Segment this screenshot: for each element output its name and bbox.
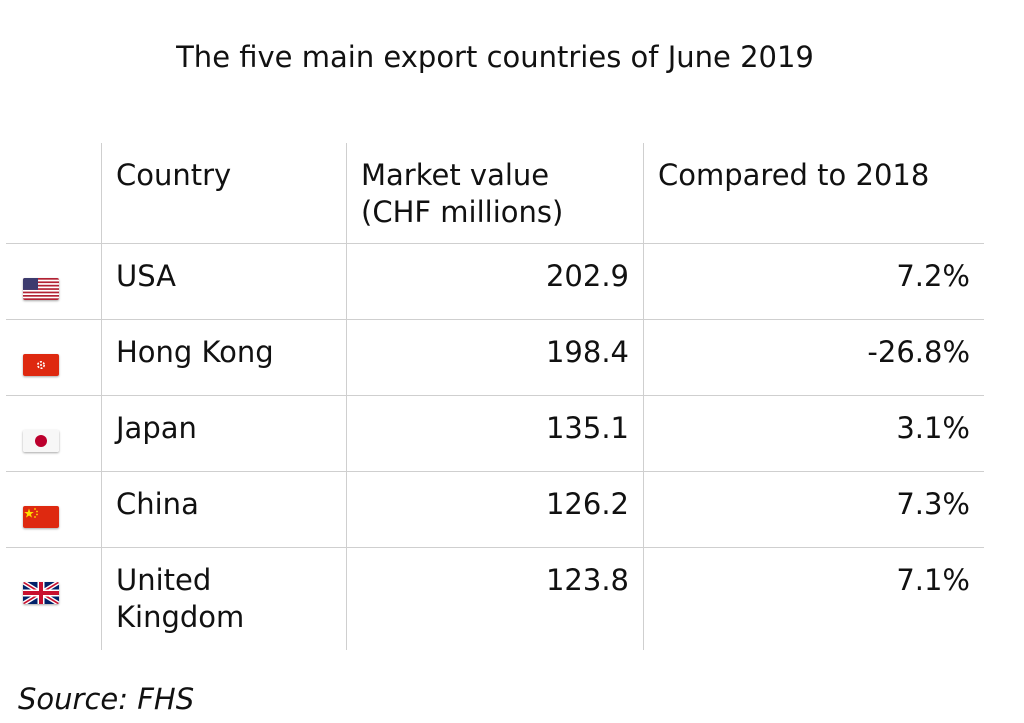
market-value-cell: 202.9 bbox=[347, 244, 644, 319]
flag-header-cell bbox=[6, 143, 102, 243]
country-cell: Japan bbox=[102, 396, 347, 471]
gb-flag-icon bbox=[23, 582, 59, 604]
hk-flag-icon bbox=[23, 354, 59, 376]
source-note: Source: FHS bbox=[18, 682, 195, 716]
flag-cell bbox=[6, 244, 102, 319]
country-cell: USA bbox=[102, 244, 347, 319]
country-cell: United Kingdom bbox=[102, 548, 347, 650]
market-value-cell: 198.4 bbox=[347, 320, 644, 395]
market-value-cell: 135.1 bbox=[347, 396, 644, 471]
change-cell: -26.8% bbox=[867, 335, 970, 369]
table-row: United Kingdom 123.8 7.1% bbox=[6, 548, 984, 650]
flag-cell bbox=[6, 548, 102, 650]
change-cell: 3.1% bbox=[896, 411, 970, 445]
change-cell: 7.2% bbox=[896, 259, 970, 293]
jp-flag-icon bbox=[23, 430, 59, 452]
country-cell: Hong Kong bbox=[102, 320, 347, 395]
export-table: Country Market value (CHF millions) Comp… bbox=[6, 143, 984, 650]
table-row: Japan 135.1 3.1% bbox=[6, 396, 984, 472]
table-header-row: Country Market value (CHF millions) Comp… bbox=[6, 143, 984, 244]
country-header: Country bbox=[102, 143, 347, 243]
compared-header: Compared to 2018 bbox=[658, 158, 930, 192]
market-value-cell: 126.2 bbox=[347, 472, 644, 547]
table-row: USA 202.9 7.2% bbox=[6, 244, 984, 320]
change-cell: 7.3% bbox=[896, 487, 970, 521]
flag-cell bbox=[6, 472, 102, 547]
chart-title: The five main export countries of June 2… bbox=[176, 40, 814, 74]
market-value-header: Market value (CHF millions) bbox=[347, 143, 644, 243]
cn-flag-icon bbox=[23, 506, 59, 528]
table-row: Hong Kong 198.4 -26.8% bbox=[6, 320, 984, 396]
table-row: China 126.2 7.3% bbox=[6, 472, 984, 548]
change-cell: 7.1% bbox=[896, 563, 970, 597]
flag-cell bbox=[6, 320, 102, 395]
flag-cell bbox=[6, 396, 102, 471]
country-cell: China bbox=[102, 472, 347, 547]
us-flag-icon bbox=[23, 278, 59, 300]
market-value-cell: 123.8 bbox=[347, 548, 644, 650]
